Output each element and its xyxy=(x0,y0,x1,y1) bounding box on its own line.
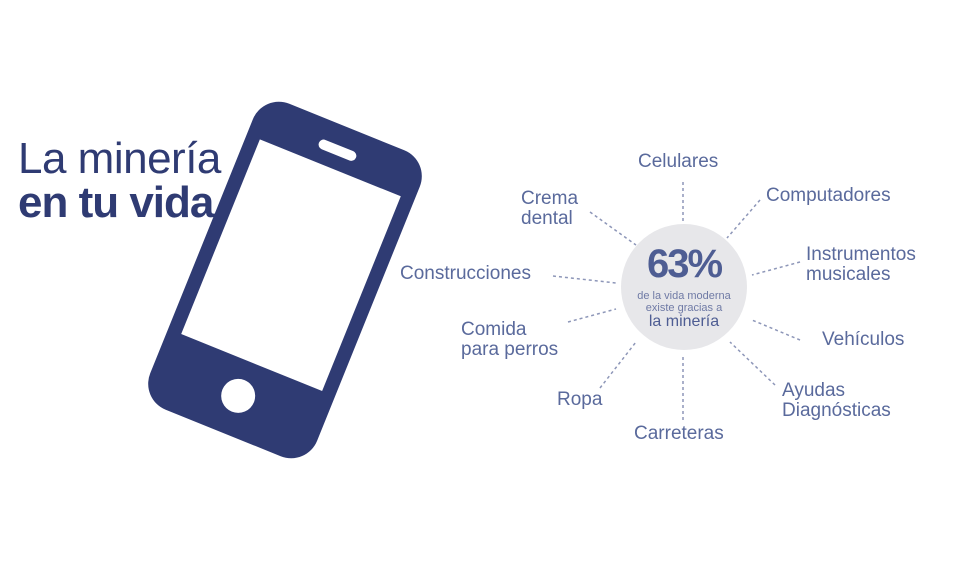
title-line-2: en tu vida xyxy=(18,178,214,227)
label-comida-line-1: Comida xyxy=(461,319,527,340)
statistic-description-2: existe gracias a xyxy=(645,302,723,314)
statistic-description-1: de la vida moderna xyxy=(637,290,731,302)
smartphone-icon xyxy=(148,101,422,459)
label-vehiculos: Vehículos xyxy=(822,329,905,350)
label-comida-line-2: para perros xyxy=(461,339,559,360)
label-carreteras: Carreteras xyxy=(634,423,724,444)
label-instrumentos-line-2: musicales xyxy=(806,264,891,285)
label-instrumentos-line-1: Instrumentos xyxy=(806,244,916,265)
title-line-1: La minería xyxy=(18,134,221,183)
label-ayudas-line-1: Ayudas xyxy=(782,380,846,401)
statistic-percent: 63% xyxy=(646,242,723,286)
label-construcciones: Construcciones xyxy=(400,263,531,284)
statistic-circle: 63% de la vida moderna existe gracias a … xyxy=(621,224,747,350)
label-crema-line-2: dental xyxy=(521,208,573,229)
label-ropa: Ropa xyxy=(557,389,603,410)
statistic-description-3: la minería xyxy=(648,313,720,330)
label-computadores: Computadores xyxy=(766,185,891,206)
label-celulares: Celulares xyxy=(638,151,719,172)
label-ayudas-line-2: Diagnósticas xyxy=(782,400,891,421)
label-crema-line-1: Crema xyxy=(521,188,579,209)
